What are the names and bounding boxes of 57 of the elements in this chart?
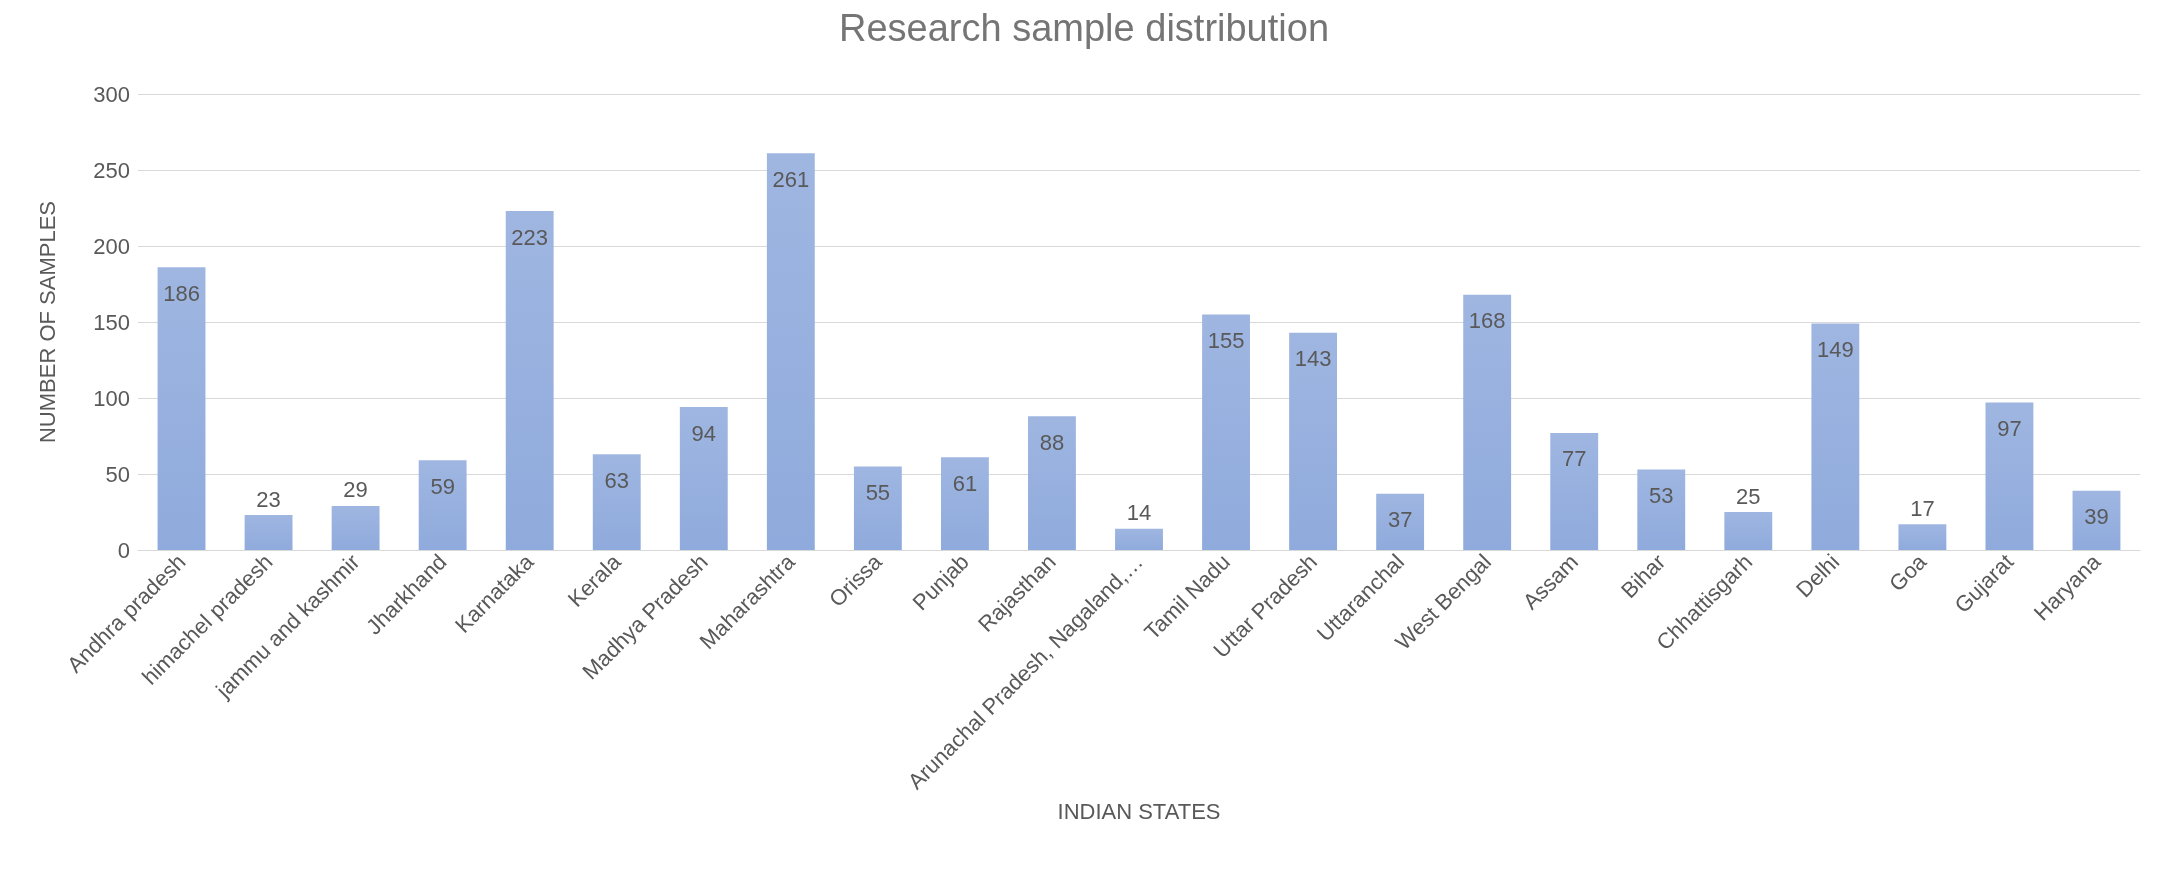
data-label: 14 [1126, 500, 1152, 526]
chart-title: Research sample distribution [838, 7, 1330, 49]
bar [1115, 528, 1163, 550]
data-label: 94 [691, 420, 717, 446]
y-tick-label: 200 [93, 233, 130, 259]
bar [1376, 493, 1425, 550]
bar [1028, 416, 1076, 550]
data-label: 143 [1294, 346, 1332, 372]
data-label: 53 [1649, 482, 1674, 508]
y-tick-label: 100 [93, 385, 130, 411]
bar [1202, 314, 1250, 550]
y-tick-label: 150 [93, 309, 130, 335]
data-label: 77 [1561, 446, 1587, 472]
data-label: 59 [430, 473, 455, 499]
data-label: 97 [1997, 416, 2022, 442]
bar [418, 460, 467, 550]
data-label: 63 [604, 467, 629, 493]
y-axis-title: NUMBER OF SAMPLES [34, 200, 60, 444]
bar [940, 457, 989, 550]
y-tick-label: 300 [93, 81, 130, 107]
y-tick-label: 0 [117, 537, 130, 563]
data-label: 261 [772, 166, 810, 192]
bar [2072, 490, 2121, 550]
bar [1898, 524, 1947, 550]
data-label: 29 [343, 477, 368, 503]
data-label: 149 [1816, 337, 1854, 363]
data-label: 39 [2084, 504, 2109, 530]
bar [1985, 402, 2034, 550]
bar [1724, 512, 1773, 550]
x-tick-label: Goa [1884, 548, 1932, 597]
bar [157, 267, 206, 550]
bar [1637, 469, 1686, 550]
x-axis-title: INDIAN STATES [1057, 798, 1221, 824]
bar [592, 454, 641, 550]
bar [1550, 432, 1599, 550]
data-label: 186 [163, 280, 200, 306]
data-label: 17 [1910, 495, 1935, 521]
data-label: 168 [1468, 308, 1506, 334]
bar [766, 153, 815, 550]
data-label: 37 [1387, 507, 1413, 533]
data-label: 88 [1039, 429, 1065, 455]
data-label: 55 [865, 479, 891, 505]
bar [853, 466, 902, 550]
bar [1811, 323, 1860, 550]
bar [1289, 332, 1338, 550]
y-tick-label: 250 [93, 157, 130, 183]
y-tick-label: 50 [105, 461, 130, 487]
bar [331, 505, 380, 550]
bar [679, 407, 728, 550]
bar [1463, 294, 1512, 550]
data-label: 61 [952, 470, 978, 496]
bar [244, 515, 293, 550]
bar [505, 211, 554, 550]
data-label: 23 [256, 486, 281, 512]
data-label: 155 [1207, 327, 1245, 353]
data-label: 25 [1736, 483, 1761, 509]
data-label: 223 [511, 224, 549, 250]
